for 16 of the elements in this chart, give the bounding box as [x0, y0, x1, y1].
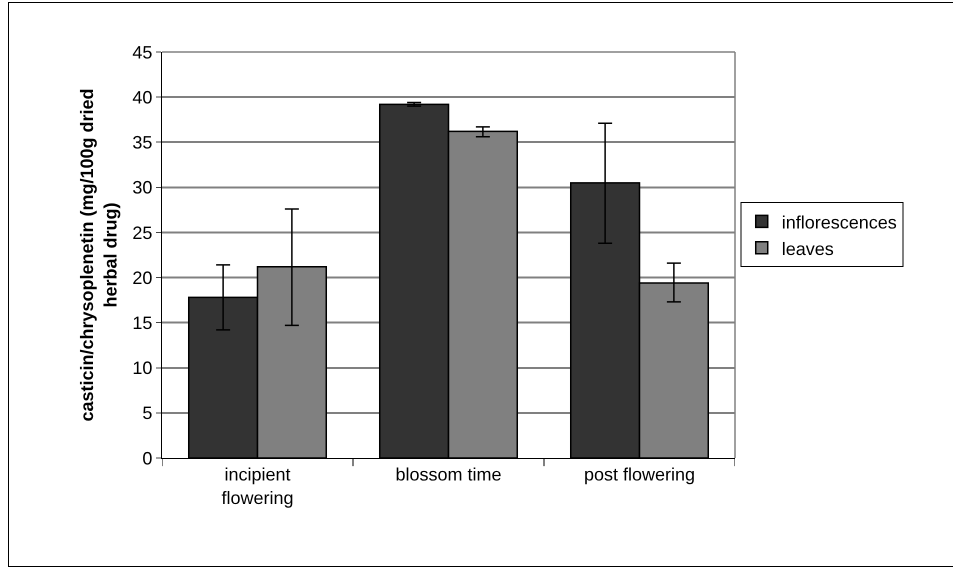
y-tick-label: 0 — [142, 448, 152, 468]
legend-label: leaves — [782, 238, 834, 259]
y-tick-label: 25 — [132, 222, 152, 243]
x-tick-label: blossom time — [395, 464, 502, 485]
y-tick-label: 10 — [132, 358, 152, 378]
y-axis-title: casticin/chrysoplenetin (mg/100g dried herbal drug) — [77, 88, 121, 422]
y-tick-label: 35 — [132, 132, 152, 153]
y-tick-label: 5 — [142, 403, 152, 424]
legend-label: inflorescences — [782, 212, 897, 232]
y-tick-label: 40 — [132, 87, 152, 108]
y-tick-label: 45 — [132, 42, 152, 62]
x-tick-label: incipient flowering — [221, 464, 294, 508]
y-tick-label: 30 — [132, 178, 152, 198]
y-tick-label: 20 — [132, 268, 152, 288]
x-tick-label: post flowering — [584, 464, 696, 485]
y-tick-label: 15 — [132, 312, 152, 333]
